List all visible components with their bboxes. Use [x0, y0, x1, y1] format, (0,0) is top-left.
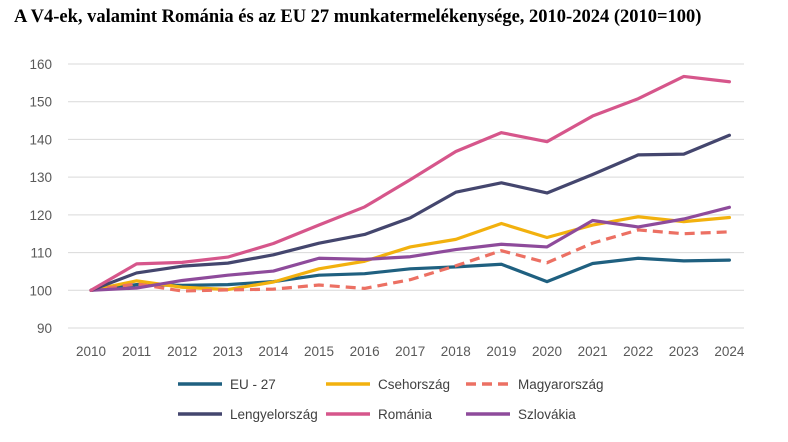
- x-tick-label-2024: 2024: [714, 344, 745, 359]
- y-tick-label-160: 160: [29, 57, 52, 72]
- x-tick-label-2017: 2017: [395, 344, 425, 359]
- x-tick-label-2013: 2013: [213, 344, 243, 359]
- legend-item-szlov-kia: Szlovákia: [466, 407, 576, 422]
- legend-item-magyarorsz-g: Magyarország: [466, 377, 604, 392]
- y-tick-label-120: 120: [29, 208, 52, 223]
- legend-label-magyarorsz-g: Magyarország: [518, 377, 604, 392]
- series-line-csehorsz-g: [89, 215, 732, 292]
- legend: EU - 27 Csehország Magyarország Lengyelorsz…: [178, 377, 604, 422]
- y-tick-label-140: 140: [29, 132, 52, 147]
- series-line-szlov-kia: [89, 205, 732, 292]
- legend-item-csehorsz-g: Csehország: [326, 377, 450, 392]
- legend-label-szlov-kia: Szlovákia: [518, 407, 576, 422]
- x-tick-label-2020: 2020: [532, 344, 562, 359]
- y-tick-label-90: 90: [37, 321, 52, 336]
- legend-label-csehorsz-g: Csehország: [378, 377, 450, 392]
- y-tick-label-100: 100: [29, 283, 52, 298]
- legend-item-eu-27: EU - 27: [178, 377, 276, 392]
- series-line-lengyelorsz-g: [89, 133, 732, 292]
- series-line-magyarorsz-g: [90, 228, 730, 293]
- y-tick-label-130: 130: [29, 170, 52, 185]
- y-axis-ticks: 90 100 110 120 130 140 150 160: [29, 57, 52, 336]
- x-tick-label-2016: 2016: [350, 344, 380, 359]
- x-tick-label-2018: 2018: [441, 344, 471, 359]
- x-tick-label-2019: 2019: [486, 344, 516, 359]
- x-axis-ticks: 2010 2011 2012 2013 2014 2015 2016 2017 2018 2019…: [76, 344, 745, 359]
- legend-label-rom-nia: Románia: [378, 407, 433, 422]
- x-tick-label-2010: 2010: [76, 344, 106, 359]
- y-tick-label-150: 150: [29, 95, 52, 110]
- x-tick-label-2011: 2011: [122, 344, 151, 359]
- series-line-eu-27: [89, 256, 732, 292]
- legend-label-lengyelorsz-g: Lengyelország: [230, 407, 318, 422]
- x-tick-label-2022: 2022: [623, 344, 653, 359]
- x-tick-label-2012: 2012: [167, 344, 197, 359]
- x-tick-label-2015: 2015: [304, 344, 334, 359]
- legend-label-eu-27: EU - 27: [230, 377, 276, 392]
- x-tick-label-2014: 2014: [258, 344, 289, 359]
- legend-item-lengyelorsz-g: Lengyelország: [178, 407, 318, 422]
- x-tick-label-2023: 2023: [669, 344, 699, 359]
- series-lines: [89, 74, 732, 293]
- y-tick-label-110: 110: [30, 246, 52, 261]
- chart-title: A V4-ek, valamint Románia és az EU 27 mu…: [14, 7, 702, 27]
- legend-item-rom-nia: Románia: [326, 407, 433, 422]
- series-line-rom-nia: [89, 74, 732, 292]
- gridlines: [68, 63, 744, 329]
- x-tick-label-2021: 2021: [578, 344, 608, 359]
